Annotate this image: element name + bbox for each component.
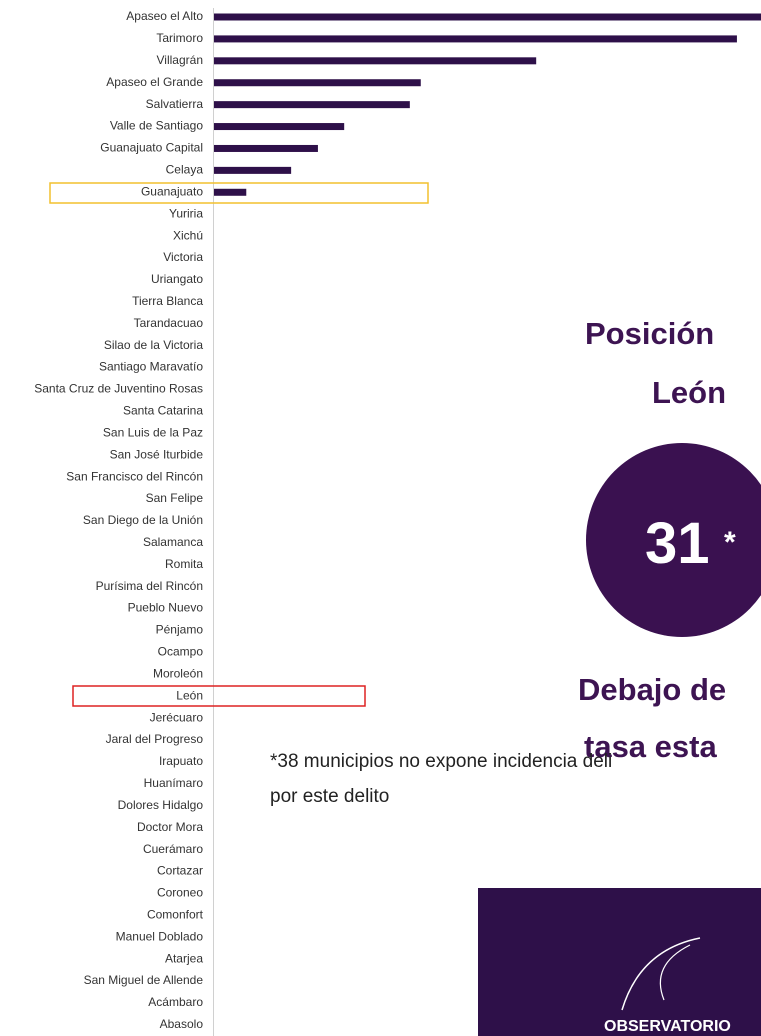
y-tick-label: Huanímaro <box>144 776 204 790</box>
rank-circle <box>586 443 761 637</box>
y-tick-label: Dolores Hidalgo <box>118 798 204 812</box>
y-tick-label: San Francisco del Rincón <box>66 469 203 483</box>
highlight-box <box>72 685 366 707</box>
y-tick-label: Apaseo el Alto <box>126 9 203 23</box>
position-place: León <box>652 375 726 410</box>
y-tick-label: Apaseo el Grande <box>106 75 203 89</box>
y-tick-label: Santa Cruz de Juventino Rosas <box>34 382 203 396</box>
below-text: tasa esta <box>584 729 717 764</box>
y-tick-label: San Luis de la Paz <box>103 425 203 439</box>
y-tick-label: Jerécuaro <box>150 710 204 724</box>
y-tick-label: Uriangato <box>151 272 203 286</box>
y-tick-label: Santa Catarina <box>123 404 203 418</box>
y-tick-label: León <box>176 688 203 702</box>
logo-arc <box>659 944 691 1001</box>
footnote: por este delito <box>270 786 389 807</box>
logo-arc <box>621 937 701 1011</box>
y-tick-label: Acámbaro <box>148 995 203 1009</box>
logo-text: OBSERVATORIO <box>604 1018 731 1035</box>
bar <box>214 101 410 109</box>
y-tick-label: Tierra Blanca <box>132 294 203 308</box>
y-tick-label: Guanajuato Capital <box>100 141 203 155</box>
y-tick-label: Salvatierra <box>146 97 204 111</box>
y-tick-label: Yuriria <box>169 206 203 220</box>
y-tick-label: Guanajuato <box>141 184 203 198</box>
below-text: Debajo de <box>578 672 726 707</box>
y-tick-label: Santiago Maravatío <box>99 360 203 374</box>
y-tick-label: Silao de la Victoria <box>104 338 203 352</box>
position-title: Posición <box>585 316 714 351</box>
y-tick-label: Cuerámaro <box>143 842 203 856</box>
y-tick-label: Villagrán <box>157 53 203 67</box>
bar <box>214 144 318 152</box>
y-tick-label: San José Iturbide <box>110 447 204 461</box>
y-tick-label: Pueblo Nuevo <box>128 601 204 615</box>
y-tick-label: Abasolo <box>160 1017 204 1031</box>
y-tick-label: San Diego de la Unión <box>83 513 203 527</box>
bar <box>214 79 421 87</box>
y-tick-label: Salamanca <box>143 535 203 549</box>
y-tick-label: Valle de Santiago <box>110 119 204 133</box>
rank-number: 31 <box>645 511 710 576</box>
bar <box>214 57 537 65</box>
y-tick-label: San Felipe <box>146 491 204 505</box>
y-tick-label: Coroneo <box>157 886 203 900</box>
y-tick-label: Xichú <box>173 228 203 242</box>
highlight-box <box>49 182 429 204</box>
rank-mark: * <box>724 526 736 559</box>
y-tick-label: Jaral del Progreso <box>106 732 204 746</box>
y-tick-label: Cortazar <box>157 864 203 878</box>
y-tick-label: Irapuato <box>159 754 203 768</box>
y-tick-label: Romita <box>165 557 203 571</box>
y-tick-label: Manuel Doblado <box>116 929 204 943</box>
y-tick-label: Tarandacuao <box>134 316 204 330</box>
y-tick-label: San Miguel de Allende <box>84 973 204 987</box>
bar <box>214 188 247 196</box>
logo-box <box>478 888 761 1036</box>
footnote: *38 municipios no expone incidencia deli <box>270 751 612 772</box>
bar <box>214 35 737 43</box>
bar <box>214 166 292 174</box>
bar <box>214 123 345 131</box>
y-tick-label: Comonfort <box>147 907 204 921</box>
y-tick-label: Pénjamo <box>156 623 204 637</box>
y-tick-label: Ocampo <box>158 645 204 659</box>
bar <box>214 13 761 21</box>
y-tick-label: Doctor Mora <box>137 820 203 834</box>
y-tick-label: Purísima del Rincón <box>96 579 203 593</box>
y-tick-label: Tarimoro <box>156 31 203 45</box>
y-tick-label: Victoria <box>163 250 203 264</box>
y-tick-label: Atarjea <box>165 951 203 965</box>
y-tick-label: Moroleón <box>153 666 203 680</box>
y-tick-label: Celaya <box>166 163 204 177</box>
